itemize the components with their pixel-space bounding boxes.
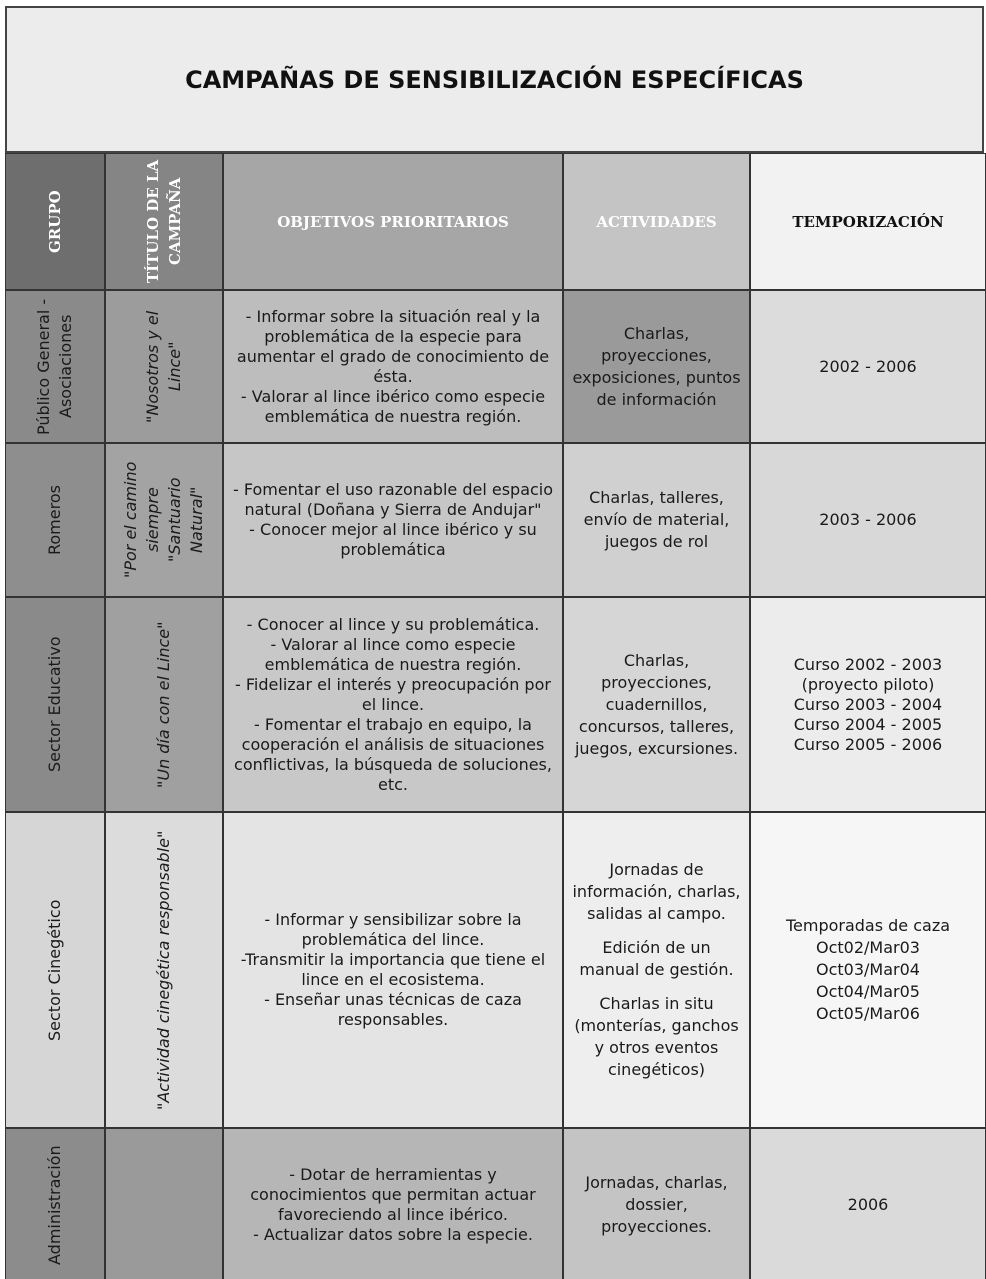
cell-line: - Fomentar el trabajo en equipo, la coop… xyxy=(234,714,552,794)
cell-line: 2003 - 2006 xyxy=(819,510,917,529)
timing-cell: 2006 xyxy=(750,1128,986,1279)
timing-cell: 2003 - 2006 xyxy=(750,443,986,597)
cell-line: Curso 2004 - 2005 xyxy=(793,714,943,734)
activities-cell: Jornadas de información, charlas, salida… xyxy=(563,812,750,1128)
timing-cell: Temporadas de caza Oct02/Mar03 Oct03/Mar04… xyxy=(750,812,986,1128)
cell-line: - Enseñar unas técnicas de caza responsa… xyxy=(264,990,522,1029)
cell-line: Charlas in situ (monterías, ganchos y ot… xyxy=(574,994,739,1079)
campaign-cell xyxy=(105,1128,223,1279)
campaign-cell: "Actividad cinegética responsable" xyxy=(105,812,223,1128)
cell-line: - Valorar al lince ibérico como especie … xyxy=(240,386,546,426)
cell-line: - Informar sobre la situación real y la … xyxy=(236,306,550,386)
campaign-cell: "Por el camino siempre "Santuario Natura… xyxy=(105,443,223,597)
cell-line: - Dotar de herramientas y conocimientos … xyxy=(250,1165,536,1224)
cell-line: 2006 xyxy=(847,1195,889,1214)
activities-cell: Charlas, talleres, envío de material, ju… xyxy=(563,443,750,597)
cell-line: Curso 2003 - 2004 xyxy=(793,694,943,714)
cell-line: 2002 - 2006 xyxy=(819,356,917,376)
cell-line: - Valorar al lince como especie emblemát… xyxy=(264,634,522,674)
group-cell: Administración xyxy=(5,1128,105,1279)
activities-cell: Jornadas, charlas, dossier, proyecciones… xyxy=(563,1128,750,1279)
group-cell: Romeros xyxy=(5,443,105,597)
group-cell: Sector Cinegético xyxy=(5,812,105,1128)
objectives-cell: - Dotar de herramientas y conocimientos … xyxy=(223,1128,563,1279)
objectives-cell: - Informar y sensibilizar sobre la probl… xyxy=(223,812,563,1128)
campaign-cell: "Nosotros y el Lince" xyxy=(105,290,223,443)
cell-line: Oct04/Mar05 xyxy=(816,982,920,1001)
cell-line: - Fomentar el uso razonable del espacio … xyxy=(232,480,554,519)
cell-line: Oct02/Mar03 xyxy=(816,938,920,957)
cell-line: Curso 2002 - 2003 xyxy=(793,654,943,674)
column-header: TEMPORIZACIÓN xyxy=(750,153,986,290)
title: CAMPAÑAS DE SENSIBILIZACIÓN ESPECÍFICAS xyxy=(5,6,984,153)
cell-line: -Transmitir la importancia que tiene el … xyxy=(240,950,546,989)
cell-line: - Conocer al lince y su problemática. xyxy=(246,614,540,634)
cell-line: - Actualizar datos sobre la especie. xyxy=(253,1225,533,1244)
cell-line: Charlas, proyecciones, cuadernillos, con… xyxy=(574,650,739,758)
cell-line: Oct05/Mar06 xyxy=(816,1004,920,1023)
column-header: OBJETIVOS PRIORITARIOS xyxy=(223,153,563,290)
cell-line: Curso 2005 - 2006 xyxy=(793,734,943,754)
cell-line: Jornadas, charlas, dossier, proyecciones… xyxy=(585,1173,728,1236)
objectives-cell: - Informar sobre la situación real y la … xyxy=(223,290,563,443)
cell-line: Oct03/Mar04 xyxy=(816,960,920,979)
cell-line: Temporadas de caza xyxy=(785,916,951,935)
column-header: GRUPO xyxy=(5,153,105,290)
cell-line: - Conocer mejor al lince ibérico y su pr… xyxy=(249,520,537,559)
objectives-cell: - Fomentar el uso razonable del espacio … xyxy=(223,443,563,597)
cell-line: Charlas, proyecciones, exposiciones, pun… xyxy=(572,323,741,409)
cell-line: Jornadas de información, charlas, salida… xyxy=(572,860,741,923)
timing-cell: Curso 2002 - 2003 (proyecto piloto) Curso … xyxy=(750,597,986,812)
campaign-cell: "Un día con el Lince" xyxy=(105,597,223,812)
timing-cell: 2002 - 2006 xyxy=(750,290,986,443)
cell-line: Charlas, talleres, envío de material, ju… xyxy=(583,488,730,551)
cell-line: - Informar y sensibilizar sobre la probl… xyxy=(264,910,522,949)
group-cell: Público General - Asociaciones xyxy=(5,290,105,443)
group-cell: Sector Educativo xyxy=(5,597,105,812)
column-header: ACTIVIDADES xyxy=(563,153,750,290)
activities-cell: Charlas, proyecciones, exposiciones, pun… xyxy=(563,290,750,443)
cell-line: (proyecto piloto) xyxy=(801,674,935,694)
cell-line: - Fidelizar el interés y preocupación po… xyxy=(235,674,551,714)
column-header: TÍTULO DE LA CAMPAÑA xyxy=(105,153,223,290)
objectives-cell: - Conocer al lince y su problemática. - V… xyxy=(223,597,563,812)
activities-cell: Charlas, proyecciones, cuadernillos, con… xyxy=(563,597,750,812)
cell-line: Edición de un manual de gestión. xyxy=(579,938,734,979)
